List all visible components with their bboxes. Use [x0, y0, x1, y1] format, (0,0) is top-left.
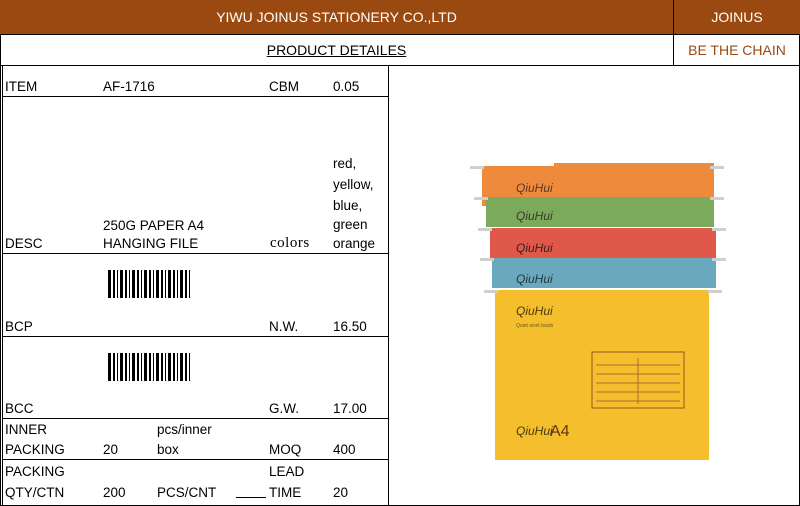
desc-line-2: HANGING FILE — [103, 236, 199, 251]
slogan-text: BE THE CHAIN — [688, 42, 786, 58]
underline — [236, 497, 266, 498]
row-separator — [2, 253, 388, 254]
size-label: A4 — [550, 423, 570, 440]
color-option: blue, — [333, 198, 363, 213]
packing-unit: PCS/CNT — [157, 485, 217, 500]
brand-mark: QiuHui — [516, 181, 553, 195]
colors-label: colors — [270, 235, 310, 251]
brand-mark: QiuHui — [516, 272, 553, 286]
packing-value: 200 — [103, 485, 126, 500]
gw-value: 17.00 — [333, 401, 367, 416]
tagline: Quiet work leads — [516, 323, 554, 329]
folder-body — [492, 258, 716, 288]
company-name: YIWU JOINUS STATIONERY CO.,LTD — [216, 9, 457, 25]
brand-header: JOINUS — [674, 0, 800, 34]
row-separator — [2, 459, 388, 460]
bcp-label: BCP — [5, 319, 33, 334]
inner-label-1: INNER — [5, 422, 48, 437]
inner-unit-1: pcs/inner — [157, 422, 212, 437]
desc-line-1: 250G PAPER A4 — [103, 218, 205, 233]
brand-name: JOINUS — [711, 9, 763, 25]
color-option: green — [333, 217, 368, 232]
lead-label-1: LEAD — [269, 464, 305, 479]
color-option: orange — [333, 236, 376, 251]
nw-label: N.W. — [269, 319, 299, 334]
moq-value: 400 — [333, 442, 356, 457]
folder-body — [490, 228, 716, 258]
slogan: BE THE CHAIN — [674, 35, 800, 65]
desc-label: DESC — [5, 236, 43, 251]
divider — [2, 65, 3, 506]
company-header: YIWU JOINUS STATIONERY CO.,LTD — [0, 0, 673, 34]
bcc-label: BCC — [5, 401, 34, 416]
folder-tab — [554, 163, 714, 169]
color-option: red, — [333, 156, 357, 171]
moq-label: MOQ — [269, 442, 302, 457]
bcc-barcode — [108, 353, 190, 381]
folder-body — [495, 290, 709, 460]
cbm-label: CBM — [269, 79, 299, 94]
brand-mark: QiuHui — [516, 424, 553, 438]
brand-mark: QiuHui — [516, 209, 553, 223]
hanging-folder: QiuHui — [480, 258, 726, 288]
brand-mark: QiuHui — [516, 304, 553, 318]
row-separator — [2, 96, 388, 97]
hanging-folder: QiuHui — [474, 197, 724, 227]
bcp-barcode — [108, 270, 190, 298]
gw-label: G.W. — [269, 401, 299, 416]
row-separator — [2, 336, 388, 337]
lead-value: 20 — [333, 485, 349, 500]
product-image: QiuHui QiuHui QiuHui QiuHui QiuHui Quiet… — [470, 163, 726, 460]
brand-mark: QiuHui — [516, 241, 553, 255]
nw-value: 16.50 — [333, 319, 367, 334]
packing-label-2: QTY/CTN — [5, 485, 65, 500]
item-label: ITEM — [5, 79, 38, 94]
section-title: PRODUCT DETAILES — [0, 35, 673, 65]
cbm-value: 0.05 — [333, 79, 360, 94]
item-value: AF-1716 — [103, 79, 155, 94]
inner-unit-2: box — [157, 442, 179, 457]
section-title-text: PRODUCT DETAILES — [266, 42, 407, 58]
hanging-folder-front: QiuHui Quiet work leads QiuHui A4 — [484, 290, 722, 460]
lead-label-2: TIME — [269, 485, 302, 500]
divider — [673, 0, 674, 65]
inner-label-2: PACKING — [5, 442, 65, 457]
divider — [0, 34, 800, 35]
hanging-folder: QiuHui — [478, 228, 726, 258]
folder-body — [486, 197, 714, 227]
packing-label-1: PACKING — [5, 464, 65, 479]
frame-left — [0, 34, 1, 506]
inner-value: 20 — [103, 442, 119, 457]
row-separator — [2, 418, 388, 419]
divider — [0, 65, 800, 66]
color-option: yellow, — [333, 177, 374, 192]
divider — [388, 65, 389, 506]
